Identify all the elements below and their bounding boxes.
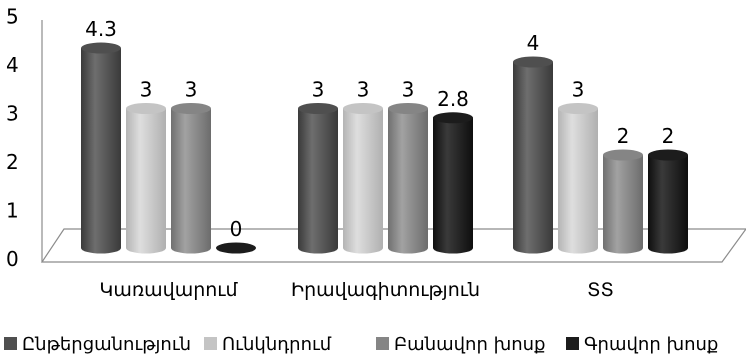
bar-body [388,108,428,254]
bar-body [513,62,553,254]
data-label: 4.3 [85,17,117,41]
legend: Ընթերցանություն Ունկնդրում Բանավոր խոսք Գրա… [4,334,718,355]
y-tick-label: 5 [6,5,19,29]
data-labels: 4.3 3 3 0 3 3 3 2.8 4 3 2 2 [85,17,674,241]
bars-group [81,42,688,254]
bar-top-cap [171,103,211,114]
bar [81,42,121,254]
legend-swatch [376,337,389,350]
y-tick-label: 1 [6,199,19,223]
bar-body [648,155,688,254]
legend-label: Ընթերցանություն [22,334,191,355]
bar-top-cap [298,103,338,114]
data-label: 2 [617,124,630,148]
bar [343,103,383,254]
bar [388,103,428,254]
bar [171,103,211,254]
bar-body [171,108,211,254]
legend-label: Ունկնդրում [222,334,332,355]
bar [433,112,473,254]
bar-top-cap [648,149,688,161]
x-category-label: Կառավարում [99,279,238,301]
data-label: 3 [572,78,585,102]
bar-top-cap [343,103,383,114]
y-tick-label: 0 [6,247,19,271]
bar [298,103,338,254]
x-category-label: Իրավագիտություն [291,279,480,301]
data-label: 3 [140,78,153,102]
bar [603,149,643,254]
legend-label: Գրավոր խոսք [584,334,718,355]
legend-swatch [566,337,579,350]
bar-body [298,108,338,254]
legend-item: Գրավոր խոսք [566,334,718,355]
legend-item: Ունկնդրում [204,334,332,355]
bar [216,242,256,254]
bar-top-cap [558,103,598,114]
bar-top-cap [388,103,428,114]
bar-top-cap [603,149,643,161]
bar-body [433,117,473,254]
legend-swatch [204,337,217,350]
data-label: 3 [402,78,415,102]
bar-body [343,108,383,254]
bar [513,56,553,254]
data-label: 4 [527,31,540,55]
legend-item: Ընթերցանություն [4,334,191,355]
x-category-label: ՏՏ [587,279,614,301]
data-label: 0 [230,217,243,241]
data-label: 2 [662,124,675,148]
legend-label: Բանավոր խոսք [394,334,546,355]
bar-body [558,108,598,254]
x-axis-category-labels: Կառավարում Իրավագիտություն ՏՏ [99,279,613,301]
data-label: 3 [185,78,198,102]
data-label: 3 [357,78,370,102]
legend-item: Բանավոր խոսք [376,334,546,355]
y-axis-ticks: 0 1 2 3 4 5 [6,5,19,272]
legend-swatch [4,337,17,350]
bar-top-cap [126,103,166,114]
bar [558,103,598,254]
y-tick-label: 4 [6,53,19,77]
bar [126,103,166,254]
bar-top-cap [433,112,473,124]
bar-body [81,48,121,254]
bar [648,149,688,254]
bar-top-cap [216,242,256,254]
data-label: 2.8 [437,87,469,111]
y-tick-label: 2 [6,150,19,174]
bar-body [126,108,166,254]
bar-body [603,155,643,254]
y-tick-label: 3 [6,102,19,126]
bar-top-cap [81,42,121,54]
bar-top-cap [513,56,553,68]
data-label: 3 [312,78,325,102]
